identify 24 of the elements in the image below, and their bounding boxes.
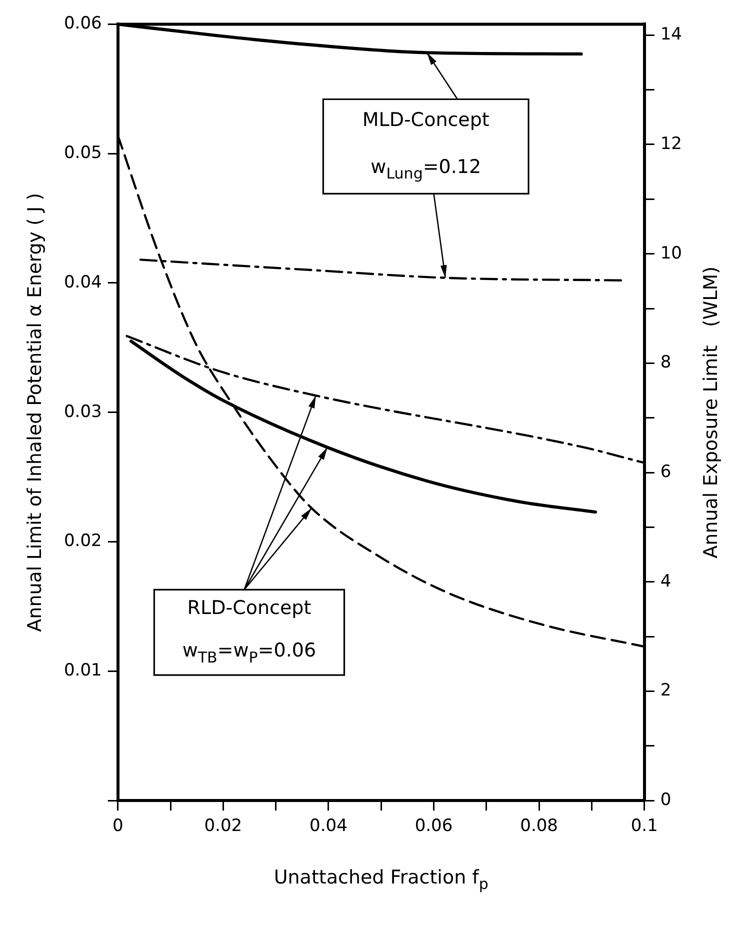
y2-tick-label: 8 [660, 352, 672, 373]
annotation: RLD-Concept [187, 596, 312, 619]
y-tick-label: 0.01 [64, 660, 102, 681]
x-tick-label: 0.1 [630, 816, 658, 836]
y2-tick-label: 6 [660, 462, 672, 482]
annotation: MLD-Concept [362, 108, 490, 131]
x-tick-label: 0 [112, 816, 124, 836]
y-tick-label: 0.03 [64, 402, 102, 422]
y-tick-label: 0.06 [64, 14, 102, 34]
y2-tick-label: 4 [660, 571, 672, 592]
y2-tick-label: 12 [660, 134, 682, 154]
y-tick-label: 0.04 [64, 272, 102, 292]
y2-tick-label: 2 [660, 680, 672, 701]
y2-tick-label: 0 [660, 790, 672, 810]
x-tick-label: 0.08 [520, 816, 558, 836]
x-tick-label: 0.06 [414, 816, 453, 836]
y-axis-title: Annual Limit of Inhaled Potential α Energy ( J ) [24, 192, 46, 632]
x-tick-label: 0.02 [204, 816, 242, 836]
y2-tick-label: 10 [660, 243, 682, 264]
y2-tick-label: 14 [660, 24, 682, 45]
y-tick-label: 0.02 [64, 531, 102, 552]
y2-axis-title: Annual Exposure Limit (WLM) [700, 266, 722, 558]
x-tick-label: 0.04 [310, 816, 348, 836]
y-tick-label: 0.05 [64, 143, 102, 164]
